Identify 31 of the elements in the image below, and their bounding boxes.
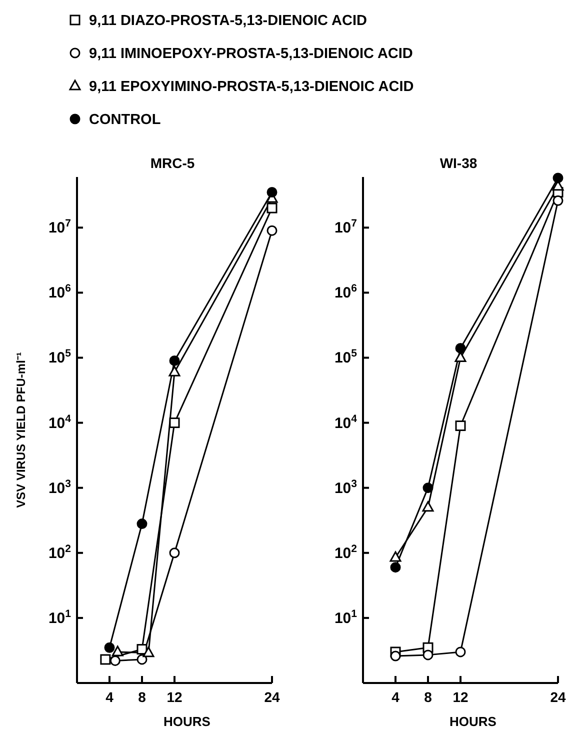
y-tick-label: 10$^{6}$ (334, 282, 358, 302)
chart-title: WI-38 (440, 155, 478, 171)
y-tick-label: 10$^{1}$ (48, 608, 72, 627)
y-tick-label: 10$^{2}$ (48, 542, 72, 562)
y-tick-label: 10$^{1}$ (334, 608, 358, 627)
x-axis-title: HOURS (164, 714, 211, 729)
x-tick-label: 12 (166, 689, 182, 705)
x-tick-label: 8 (138, 689, 146, 705)
y-tick-label: 10$^{7}$ (334, 218, 358, 237)
y-axis-title: VSV VIRUS YIELD PFU-ml⁻¹ (14, 352, 28, 508)
x-axis-title: HOURS (450, 714, 497, 729)
legend-label: 9,11 EPOXYIMINO-PROSTA-5,13-DIENOIC ACID (89, 79, 414, 95)
y-tick-label: 10$^{5}$ (48, 348, 72, 367)
y-tick-label: 10$^{3}$ (48, 478, 72, 497)
x-tick-label: 8 (424, 689, 432, 705)
legend-label: 9,11 IMINOEPOXY-PROSTA-5,13-DIENOIC ACID (89, 46, 413, 62)
legend-label: CONTROL (89, 112, 161, 128)
x-tick-label: 24 (264, 689, 280, 705)
x-tick-label: 24 (550, 689, 566, 705)
x-tick-label: 12 (452, 689, 468, 705)
y-tick-label: 10$^{3}$ (334, 478, 358, 497)
chart-title: MRC-5 (150, 155, 195, 171)
y-tick-label: 10$^{4}$ (334, 412, 358, 432)
y-tick-label: 10$^{5}$ (334, 348, 358, 367)
y-tick-label: 10$^{2}$ (334, 542, 358, 562)
y-tick-label: 10$^{4}$ (48, 412, 72, 432)
x-tick-label: 4 (106, 689, 114, 705)
y-tick-label: 10$^{7}$ (48, 218, 72, 237)
y-tick-label: 10$^{6}$ (48, 282, 72, 302)
legend-label: 9,11 DIAZO-PROSTA-5,13-DIENOIC ACID (89, 13, 367, 29)
x-tick-label: 4 (392, 689, 400, 705)
